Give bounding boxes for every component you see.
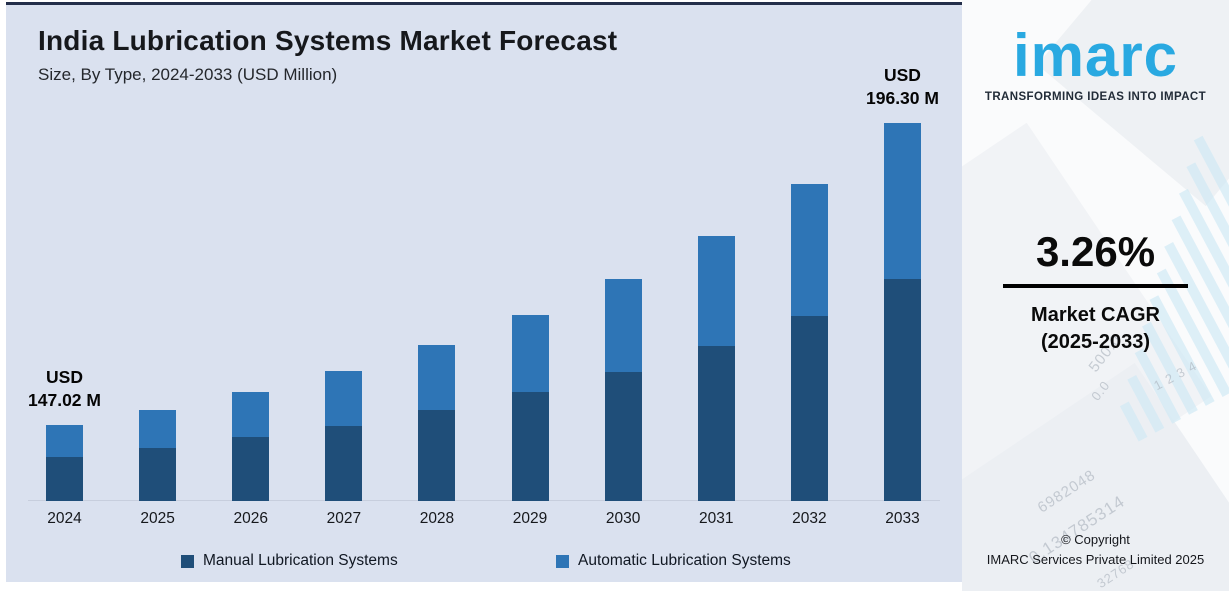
legend-swatch-automatic-icon <box>556 554 569 568</box>
sidebar: 500.0 0.0 1 2 3 4 6982048 0.134785314 32768 i… <box>962 0 1229 591</box>
bar-2033 <box>883 123 921 501</box>
top-accent-line <box>6 2 1229 5</box>
bar-column-2028: 2028 <box>418 101 456 527</box>
copyright-line1: © Copyright <box>1061 532 1130 547</box>
bar-column-2027: 2027 <box>325 101 363 527</box>
bar-2024 <box>46 425 83 501</box>
bar-column-2026: 2026 <box>232 101 270 527</box>
plot-area: 2024 USD 147.02 M 2025 2026 2027 2028 2029 2030 2… <box>28 65 939 527</box>
bar-2030 <box>604 279 642 501</box>
bar-2029 <box>511 315 549 501</box>
imarc-logo-text: imarc <box>1012 22 1179 89</box>
chart-panel: India Lubrication Systems Market Forecas… <box>6 5 962 582</box>
segment-automatic-2027 <box>325 371 363 426</box>
segment-automatic-2025 <box>139 410 177 448</box>
x-axis-label-2026: 2026 <box>233 510 268 527</box>
segment-manual-2026 <box>232 437 270 501</box>
imarc-tagline: TRANSFORMING IDEAS INTO IMPACT <box>984 91 1207 103</box>
x-axis-label-2029: 2029 <box>512 510 548 527</box>
segment-manual-2030 <box>604 372 642 501</box>
segment-automatic-2032 <box>790 184 828 316</box>
copyright-line2: IMARC Services Private Limited 2025 <box>986 551 1205 567</box>
legend-item-automatic: Automatic Lubrication Systems <box>556 552 791 570</box>
copyright: © Copyright IMARC Services Private Limit… <box>962 530 1229 569</box>
bar-2028 <box>418 345 456 501</box>
segment-automatic-2033 <box>883 123 921 279</box>
value-label-2033: USD 196.30 M <box>866 64 939 109</box>
bar-2025 <box>139 410 177 501</box>
segment-manual-2027 <box>325 426 363 501</box>
segment-automatic-2028 <box>418 345 456 410</box>
segment-automatic-2024 <box>46 425 83 457</box>
cagr-label-line1: Market CAGR <box>1031 304 1160 326</box>
legend-label-automatic: Automatic Lubrication Systems <box>578 552 791 569</box>
chart-title: India Lubrication Systems Market Forecas… <box>38 25 618 56</box>
segment-manual-2031 <box>697 346 735 501</box>
bar-2027 <box>325 371 363 501</box>
bar-column-2024: 2024 USD 147.02 M <box>28 101 101 527</box>
legend-item-manual: Manual Lubrication Systems <box>181 552 398 570</box>
bar-column-2030: 2030 <box>604 101 642 527</box>
bar-2031 <box>697 236 735 501</box>
x-axis-line <box>28 500 940 501</box>
bar-column-2025: 2025 <box>139 101 177 527</box>
cagr-underline <box>1003 284 1188 288</box>
segment-automatic-2030 <box>604 279 642 372</box>
cagr-value: 3.26% <box>1035 228 1156 275</box>
value-label-2024: USD 147.02 M <box>28 366 101 411</box>
x-axis-label-2030: 2030 <box>605 510 641 527</box>
x-axis-label-2024: 2024 <box>47 510 82 527</box>
bar-column-2031: 2031 <box>697 101 735 527</box>
x-axis-label-2027: 2027 <box>326 510 362 527</box>
bar-column-2029: 2029 <box>511 101 549 527</box>
legend-swatch-manual-icon <box>181 554 194 568</box>
segment-automatic-2031 <box>697 236 735 346</box>
cagr-label-line2: (2025-2033) <box>1041 331 1150 353</box>
cagr-block: 3.26% Market CAGR (2025-2033) <box>962 228 1229 356</box>
x-axis-label-2033: 2033 <box>885 510 920 527</box>
legend: Manual Lubrication Systems Automatic Lub… <box>6 552 962 572</box>
imarc-logo: imarc TRANSFORMING IDEAS INTO IMPACT <box>962 22 1229 104</box>
x-axis-label-2025: 2025 <box>140 510 175 527</box>
legend-label-manual: Manual Lubrication Systems <box>203 552 398 569</box>
x-axis-label-2032: 2032 <box>792 510 827 527</box>
segment-manual-2033 <box>883 279 921 501</box>
x-axis-label-2031: 2031 <box>699 510 734 527</box>
segment-manual-2024 <box>46 457 83 501</box>
segment-manual-2029 <box>511 392 549 501</box>
segment-manual-2032 <box>790 316 828 501</box>
x-axis-label-2028: 2028 <box>419 510 455 527</box>
bar-column-2032: 2032 <box>790 101 828 527</box>
segment-manual-2025 <box>139 448 177 501</box>
chart-subtitle: Size, By Type, 2024-2033 (USD Million) <box>38 65 338 84</box>
bar-2032 <box>790 184 828 501</box>
segment-manual-2028 <box>418 410 456 501</box>
segment-automatic-2026 <box>232 392 270 437</box>
segment-automatic-2029 <box>511 315 549 392</box>
bar-column-2033: 2033 USD 196.30 M <box>866 65 939 527</box>
bar-2026 <box>232 392 270 501</box>
